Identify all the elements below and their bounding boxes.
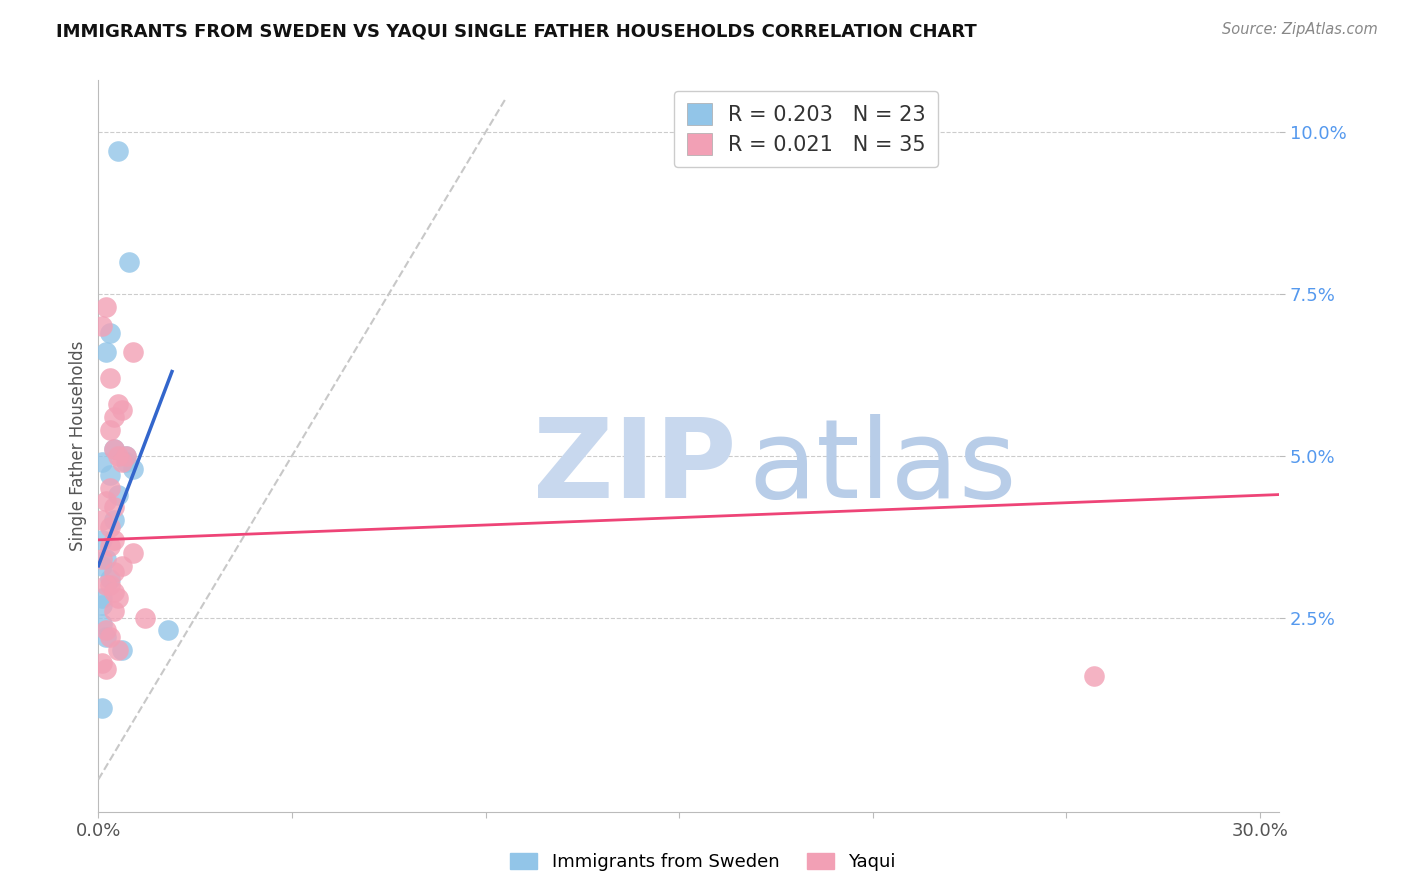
Point (122, 461, 145, 475)
Point (122, 546, 145, 560)
Point (103, 500, 125, 515)
Point (96, 494, 118, 508)
Point (107, 145, 129, 159)
Point (103, 566, 125, 580)
Point (114, 449, 136, 463)
Point (103, 409, 125, 424)
Point (122, 345, 145, 359)
Point (118, 254, 141, 268)
Point (96, 578, 118, 592)
Point (91, 558, 114, 573)
Point (91, 617, 114, 632)
Point (114, 449, 136, 463)
Point (91, 656, 114, 670)
Point (107, 397, 129, 411)
Y-axis label: Single Father Households: Single Father Households (69, 341, 87, 551)
Point (107, 643, 129, 657)
Point (157, 624, 180, 638)
Point (111, 403, 134, 417)
Point (91, 598, 114, 612)
Point (98, 371, 121, 385)
Text: Source: ZipAtlas.com: Source: ZipAtlas.com (1222, 22, 1378, 37)
Point (98, 468, 121, 483)
Point (111, 455, 134, 469)
Point (91, 455, 114, 469)
Point (107, 487, 129, 501)
Point (91, 591, 114, 606)
Point (134, 610, 156, 624)
Point (98, 630, 121, 644)
Point (103, 604, 125, 618)
Point (96, 300, 118, 314)
Point (96, 345, 118, 359)
Point (98, 520, 121, 534)
Point (114, 455, 136, 469)
Point (1083, 669, 1105, 683)
Text: ZIP: ZIP (533, 415, 737, 522)
Point (91, 319, 114, 334)
Point (96, 552, 118, 566)
Point (91, 701, 114, 715)
Point (91, 513, 114, 527)
Point (111, 643, 134, 657)
Point (96, 624, 118, 638)
Point (103, 442, 125, 457)
Text: IMMIGRANTS FROM SWEDEN VS YAQUI SINGLE FATHER HOUSEHOLDS CORRELATION CHART: IMMIGRANTS FROM SWEDEN VS YAQUI SINGLE F… (56, 22, 977, 40)
Point (103, 584, 125, 599)
Point (98, 578, 121, 592)
Text: atlas: atlas (748, 415, 1017, 522)
Point (98, 572, 121, 586)
Point (103, 442, 125, 457)
Point (107, 449, 129, 463)
Legend: Immigrants from Sweden, Yaqui: Immigrants from Sweden, Yaqui (503, 846, 903, 879)
Point (103, 513, 125, 527)
Point (96, 630, 118, 644)
Point (91, 552, 114, 566)
Point (98, 481, 121, 495)
Point (107, 591, 129, 606)
Point (111, 558, 134, 573)
Legend: R = 0.203   N = 23, R = 0.021   N = 35: R = 0.203 N = 23, R = 0.021 N = 35 (673, 91, 938, 168)
Point (91, 533, 114, 547)
Point (96, 662, 118, 676)
Point (98, 423, 121, 437)
Point (103, 533, 125, 547)
Point (98, 539, 121, 553)
Point (98, 326, 121, 340)
